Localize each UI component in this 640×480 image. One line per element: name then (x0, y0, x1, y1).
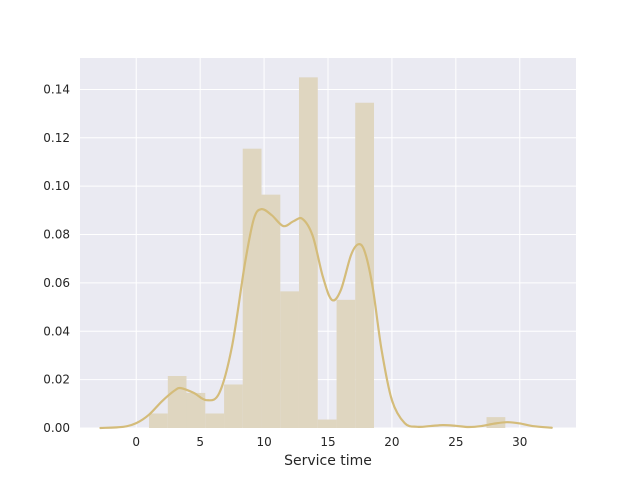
y-tick-label: 0.10 (43, 179, 70, 193)
y-tick-label: 0.12 (43, 131, 70, 145)
histogram-bar (205, 413, 225, 428)
histogram-bar (280, 291, 299, 428)
histogram-bar (336, 299, 356, 428)
x-tick-label: 25 (448, 435, 463, 449)
y-tick-label: 0.00 (43, 421, 70, 435)
y-tick-label: 0.04 (43, 324, 70, 338)
histogram-bar (186, 392, 206, 428)
x-axis-label: Service time (284, 453, 372, 469)
y-tick-label: 0.02 (43, 373, 70, 387)
kde-curve (99, 208, 553, 430)
x-axis-ticks: 0 5 10 15 20 25 30 (132, 435, 527, 449)
histogram-bar (149, 413, 168, 428)
y-tick-label: 0.14 (43, 82, 70, 96)
histogram-bar (317, 419, 337, 428)
x-tick-label: 20 (384, 435, 399, 449)
histogram-bar (355, 102, 375, 429)
x-tick-label: 0 (132, 435, 140, 449)
y-tick-label: 0.06 (43, 276, 70, 290)
y-axis-ticks: 0.00 0.02 0.04 0.06 0.08 0.10 0.12 0.14 (43, 82, 70, 435)
histogram-bar (224, 384, 243, 428)
histogram-bar (298, 77, 318, 428)
x-tick-label: 15 (320, 435, 335, 449)
x-tick-label: 30 (512, 435, 527, 449)
histogram-bar (167, 376, 187, 428)
histogram-bar (242, 148, 262, 428)
histogram-bars (149, 77, 506, 429)
x-tick-label: 5 (196, 435, 204, 449)
histogram-bar (261, 194, 281, 428)
y-tick-label: 0.08 (43, 228, 70, 242)
x-tick-label: 10 (256, 435, 271, 449)
